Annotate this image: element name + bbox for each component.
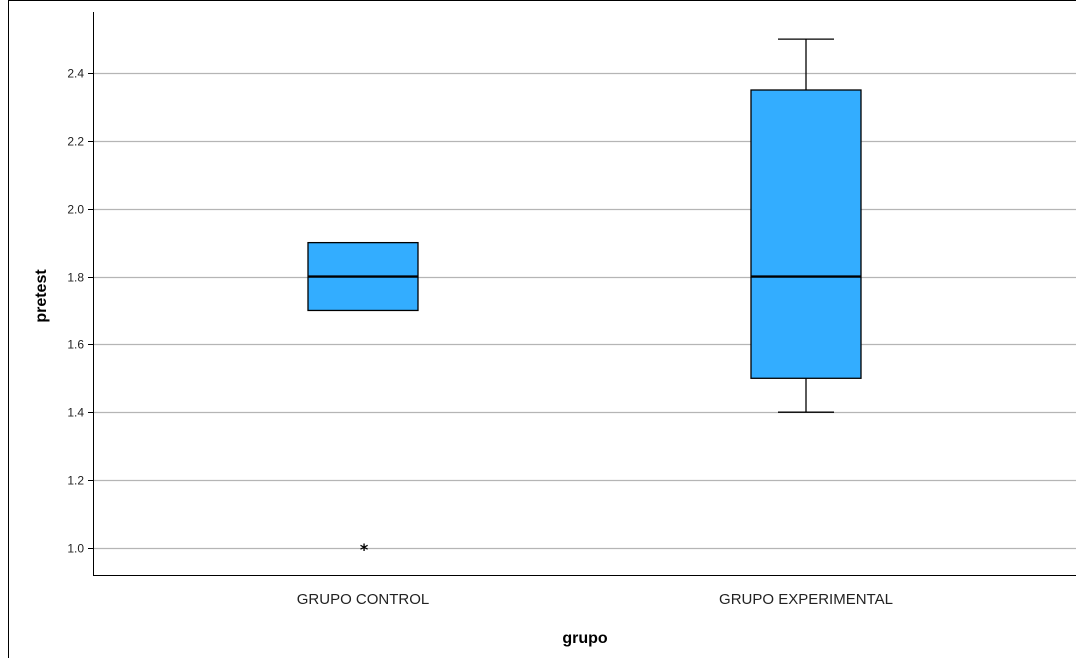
x-category-labels: GRUPO CONTROL GRUPO EXPERIMENTAL [297,591,893,608]
y-tick-labels: 1.0 1.2 1.4 1.6 1.8 2.0 2.2 2.4 [67,67,84,556]
x-axis-title: grupo [562,630,608,647]
gridlines [93,72,1076,550]
y-tick-label: 1.8 [67,271,84,285]
outlier-marker: * [360,540,369,559]
x-category-label: GRUPO CONTROL [297,591,430,608]
y-tick-label: 1.6 [67,338,84,352]
y-tick-label: 2.0 [67,203,84,217]
y-tick-label: 1.0 [67,542,84,556]
box-iqr [750,89,862,379]
y-axis-title: pretest [33,269,50,323]
x-category-label: GRUPO EXPERIMENTAL [719,591,893,608]
y-tick-label: 2.4 [67,67,84,81]
y-tick-label: 1.2 [67,474,84,488]
boxes: * [307,38,862,559]
axes [88,12,1076,576]
y-tick-label: 1.4 [67,406,84,420]
y-tick-label: 2.2 [67,135,84,149]
